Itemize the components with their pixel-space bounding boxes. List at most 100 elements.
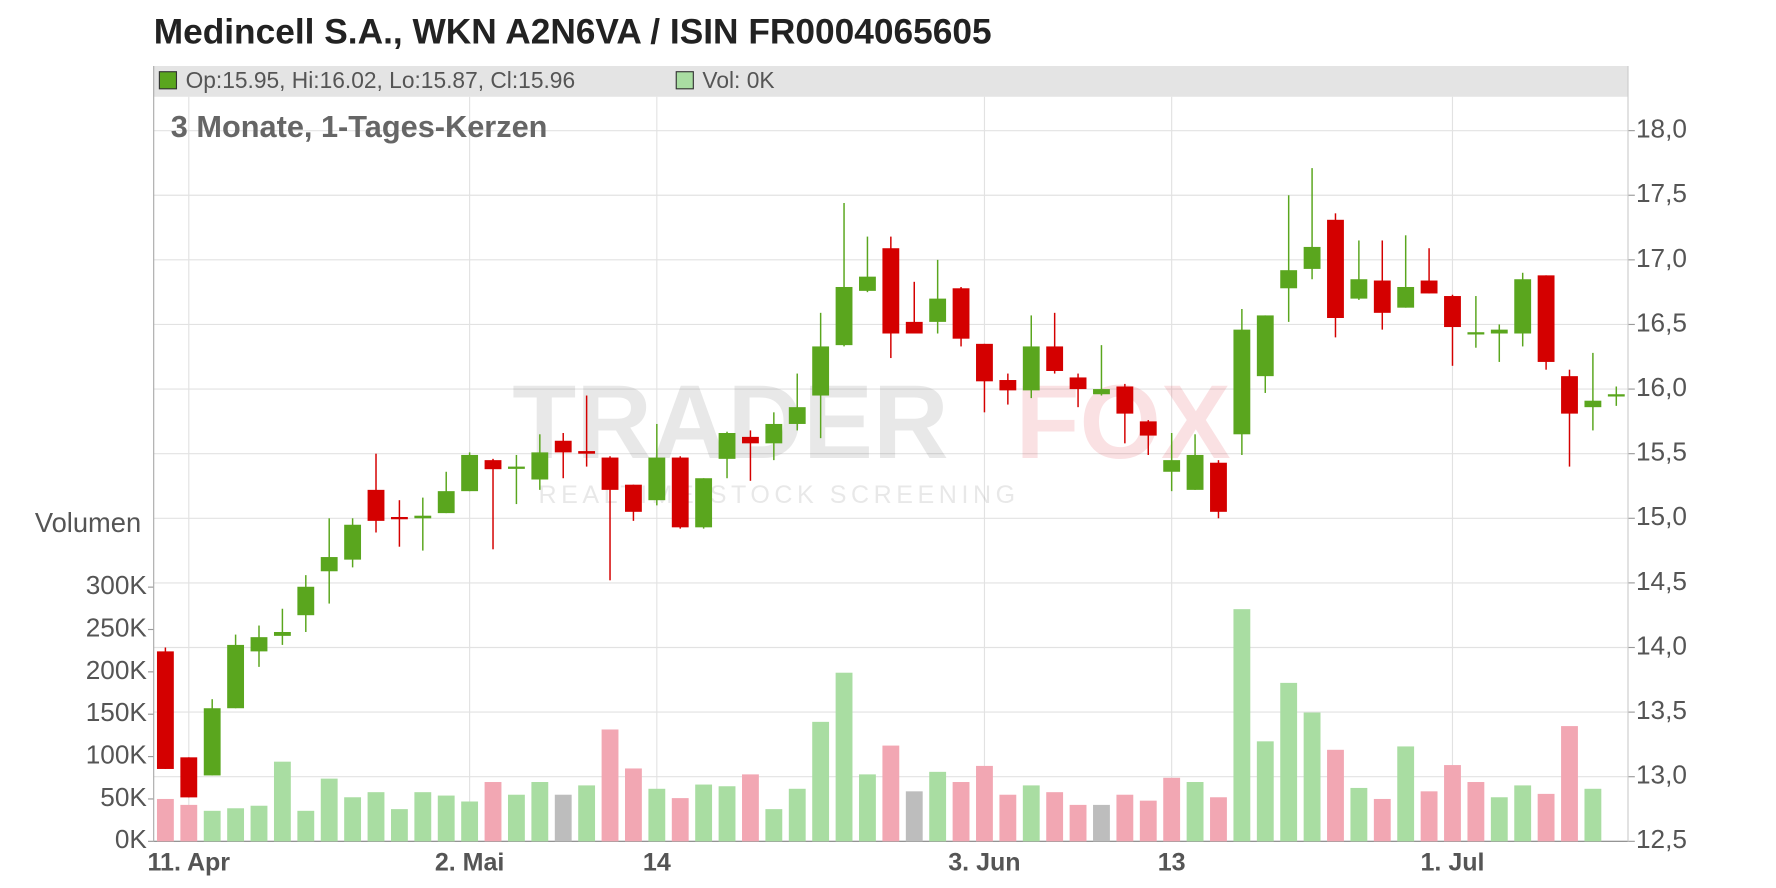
candle-body: [461, 454, 479, 492]
candle-body: [905, 321, 923, 334]
volume-tick-label: 50K: [100, 782, 147, 812]
candle-body: [203, 708, 221, 776]
candle-body: [1327, 219, 1344, 319]
candle-body: [1186, 454, 1204, 490]
x-tick-label: 3. Jun: [948, 849, 1020, 877]
volume-bar: [390, 809, 408, 842]
volume-bar: [671, 798, 689, 842]
volume-bar: [999, 794, 1017, 842]
candle-body: [1350, 279, 1368, 299]
volume-bar: [905, 791, 923, 842]
volume-bar: [1046, 792, 1064, 842]
x-tick-label: 11. Apr: [148, 849, 231, 877]
volume-bar: [1186, 782, 1204, 842]
y-tick-label: 12,5: [1636, 824, 1687, 854]
candle-body: [1139, 421, 1157, 436]
volume-bar: [1022, 785, 1040, 842]
candle-body: [835, 286, 853, 346]
candle-body: [788, 407, 806, 424]
volume-bar: [1210, 797, 1227, 842]
volume-bar: [531, 782, 549, 842]
x-tick-label: 14: [643, 849, 671, 877]
volume-bar: [718, 786, 736, 842]
candle-body: [1514, 279, 1532, 334]
volume-bar: [1514, 785, 1532, 842]
volume-bar: [812, 721, 830, 842]
candle-body: [1280, 270, 1298, 289]
volume-tick-label: 0K: [115, 824, 148, 854]
candle-body: [859, 276, 876, 291]
volume-bar: [180, 804, 198, 842]
volume-bar: [1093, 804, 1110, 842]
candle-body: [812, 346, 830, 396]
info-bar: [153, 66, 1629, 97]
y-tick-label: 17,5: [1636, 178, 1687, 208]
volume-bar: [1303, 712, 1321, 842]
candle-body: [250, 637, 268, 652]
volume-bar: [1444, 765, 1461, 842]
volume-bar: [835, 672, 853, 842]
candle-body: [1607, 394, 1625, 397]
volume-bar: [1163, 777, 1181, 842]
candle-body: [1467, 332, 1485, 335]
candle-body: [297, 586, 315, 616]
volume-bar: [859, 774, 876, 842]
candle-body: [414, 515, 432, 519]
candle-body: [1116, 386, 1134, 414]
candle-body: [578, 451, 596, 454]
candle-body: [273, 631, 291, 636]
candle-body: [507, 466, 525, 469]
candle-body: [1584, 400, 1602, 408]
candle-body: [1490, 329, 1508, 334]
candle-body: [742, 436, 759, 444]
legend-swatch: [158, 71, 178, 90]
volume-axis-title: Volumen: [35, 507, 141, 538]
volume-tick-label: 300K: [86, 570, 148, 600]
volume-bar: [1397, 746, 1415, 842]
candle-body: [1561, 376, 1578, 414]
volume-bar: [1233, 609, 1251, 842]
candle-body: [1233, 329, 1251, 435]
volume-bar: [765, 809, 783, 842]
y-tick-label: 15,0: [1636, 501, 1687, 531]
volume-bar: [601, 729, 619, 842]
volume-bar: [976, 765, 993, 842]
volume-bar: [1467, 782, 1485, 842]
y-tick-label: 15,5: [1636, 437, 1687, 467]
x-tick-label: 2. Mai: [435, 849, 505, 877]
volume-bar: [952, 782, 970, 842]
volume-bar: [437, 795, 455, 842]
volume-bar: [882, 745, 900, 842]
volume-bar: [227, 808, 245, 842]
y-tick-label: 16,5: [1636, 307, 1687, 337]
volume-bar: [1537, 793, 1555, 842]
candle-body: [1420, 280, 1438, 294]
volume-bar: [484, 782, 502, 842]
candle-body: [999, 380, 1017, 391]
candle-body: [1444, 296, 1461, 328]
volume-bar: [742, 774, 759, 842]
y-tick-label: 13,0: [1636, 760, 1687, 790]
candle-body: [1397, 286, 1415, 308]
candle-body: [671, 457, 689, 528]
candle-body: [344, 524, 362, 560]
candle-body: [156, 651, 174, 769]
candle-body: [648, 457, 666, 501]
candle-body: [1210, 462, 1227, 512]
volume-bar: [1420, 791, 1438, 842]
volume-bar: [156, 798, 174, 842]
candle-body: [1046, 346, 1064, 371]
volume-bar: [1373, 798, 1391, 842]
candle-body: [601, 457, 619, 490]
candle-body: [437, 491, 455, 514]
volume-bar: [1350, 787, 1368, 842]
y-tick-label: 17,0: [1636, 243, 1687, 273]
candle-body: [1537, 275, 1555, 362]
volume-bar: [250, 805, 268, 842]
chart-subtitle: 3 Monate, 1-Tages-Kerzen: [171, 109, 548, 144]
candle-body: [531, 452, 549, 480]
volume-bar: [625, 768, 642, 842]
volume-bar: [788, 788, 806, 842]
candle-body: [1093, 389, 1110, 395]
